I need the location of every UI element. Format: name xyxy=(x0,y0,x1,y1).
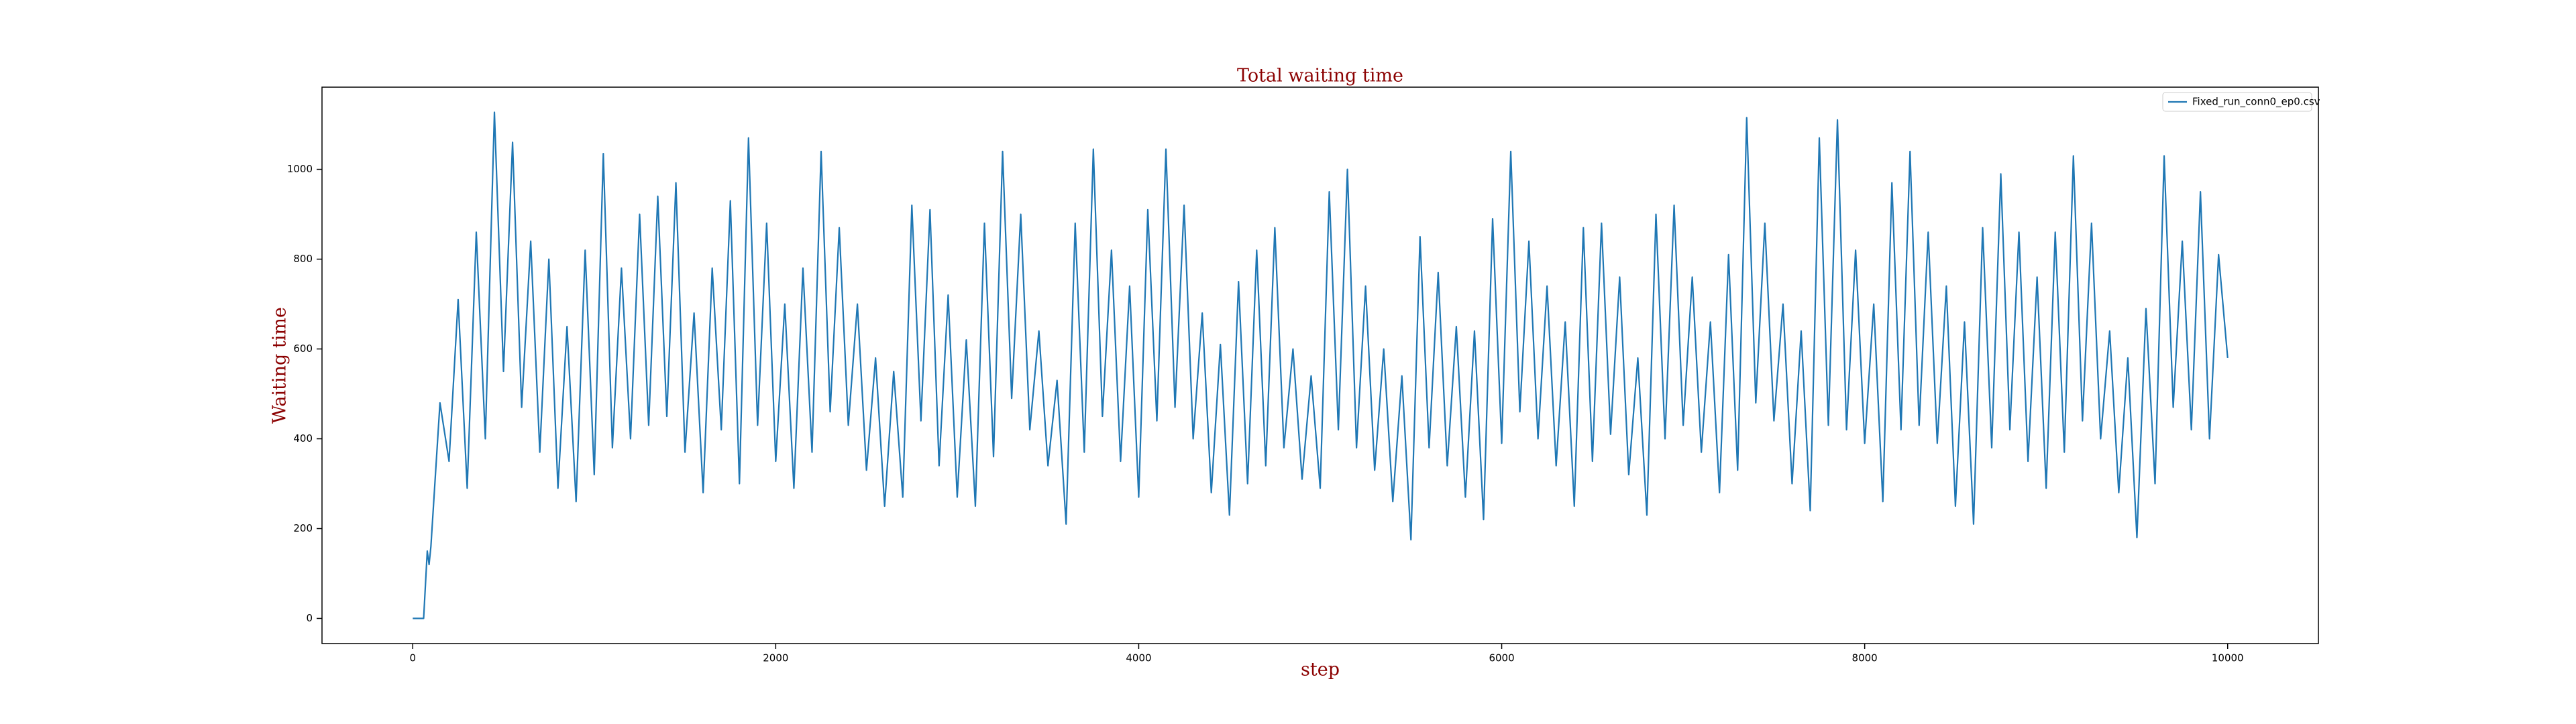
x-tick-label: 4000 xyxy=(1126,652,1151,664)
x-tick-label: 8000 xyxy=(1852,652,1878,664)
x-tick-label: 6000 xyxy=(1489,652,1514,664)
y-tick-label: 0 xyxy=(306,612,313,624)
legend-box xyxy=(2162,92,2312,112)
plot-frame xyxy=(321,86,2319,644)
y-axis-label: Waiting time xyxy=(270,307,290,424)
legend-label: Fixed_run_conn0_ep0.csv xyxy=(2192,96,2320,109)
x-tick-label: 10000 xyxy=(2212,652,2244,664)
y-tick-label: 600 xyxy=(293,343,313,355)
data-line xyxy=(413,111,2229,619)
y-tick-label: 400 xyxy=(293,432,313,444)
x-tick-label: 0 xyxy=(409,652,416,664)
x-axis-label: step xyxy=(1301,660,1340,680)
chart-title: Total waiting time xyxy=(1237,66,1403,86)
x-tick-label: 2000 xyxy=(763,652,788,664)
y-tick-label: 800 xyxy=(293,253,313,265)
y-tick-label: 1000 xyxy=(287,163,313,175)
y-tick-label: 200 xyxy=(293,522,313,534)
